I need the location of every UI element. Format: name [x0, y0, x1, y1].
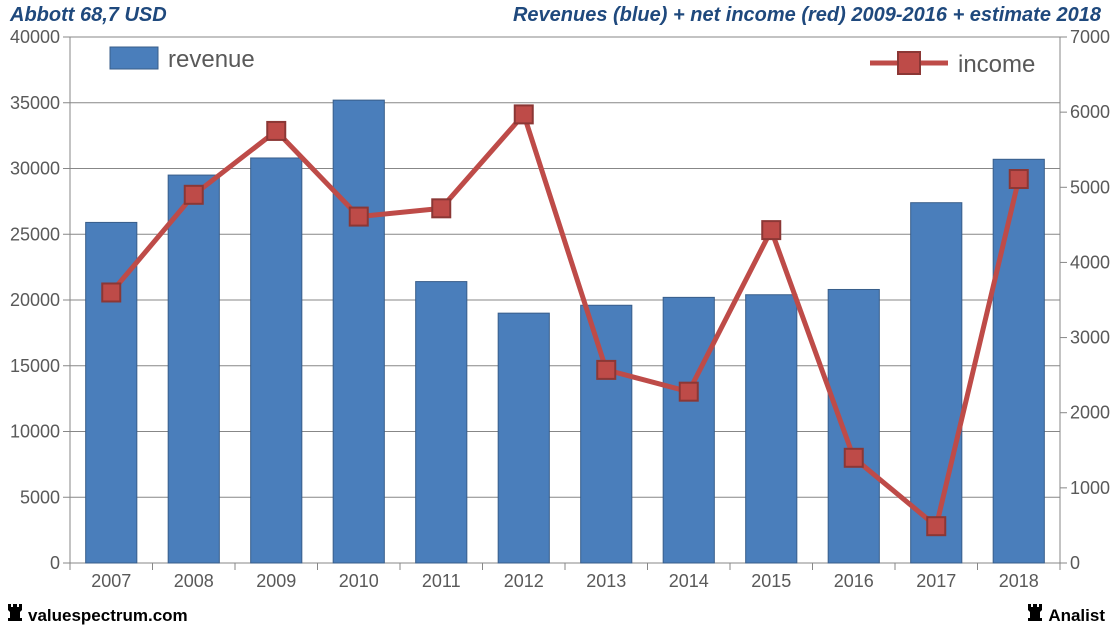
income-marker — [267, 122, 285, 140]
y-left-tick-label: 10000 — [10, 422, 60, 442]
y-right-tick-label: 1000 — [1070, 478, 1110, 498]
income-marker — [845, 449, 863, 467]
x-tick-label: 2014 — [669, 571, 709, 591]
income-marker — [597, 361, 615, 379]
y-left-tick-label: 25000 — [10, 224, 60, 244]
income-marker — [762, 221, 780, 239]
income-marker — [1010, 170, 1028, 188]
y-right-tick-label: 4000 — [1070, 252, 1110, 272]
revenue-bar — [746, 295, 797, 563]
revenue-bar — [993, 159, 1044, 563]
income-marker — [515, 105, 533, 123]
x-tick-label: 2007 — [91, 571, 131, 591]
legend-bar-swatch — [110, 47, 158, 69]
x-tick-label: 2008 — [174, 571, 214, 591]
y-right-tick-label: 3000 — [1070, 328, 1110, 348]
footer-right: Analist — [1026, 604, 1105, 626]
y-right-tick-label: 2000 — [1070, 403, 1110, 423]
revenue-bar — [251, 158, 302, 563]
title-right: Revenues (blue) + net income (red) 2009-… — [513, 4, 1101, 27]
rook-icon — [6, 604, 24, 624]
y-right-tick-label: 5000 — [1070, 177, 1110, 197]
income-marker — [350, 208, 368, 226]
x-tick-label: 2017 — [916, 571, 956, 591]
x-tick-label: 2015 — [751, 571, 791, 591]
y-right-tick-label: 7000 — [1070, 29, 1110, 47]
x-tick-label: 2018 — [999, 571, 1039, 591]
y-left-tick-label: 30000 — [10, 159, 60, 179]
revenue-bar — [581, 305, 632, 563]
y-right-tick-label: 6000 — [1070, 102, 1110, 122]
revenue-bar — [663, 297, 714, 563]
y-left-tick-label: 5000 — [20, 487, 60, 507]
y-right-tick-label: 0 — [1070, 553, 1080, 573]
chart-header: Abbott 68,7 USD Revenues (blue) + net in… — [0, 0, 1111, 29]
revenue-bar — [498, 313, 549, 563]
x-tick-label: 2013 — [586, 571, 626, 591]
y-left-tick-label: 40000 — [10, 29, 60, 47]
legend-bar-label: revenue — [168, 46, 255, 73]
chart-svg: 0500010000150002000025000300003500040000… — [0, 29, 1111, 604]
x-tick-label: 2009 — [256, 571, 296, 591]
rook-icon — [1026, 604, 1044, 624]
chart-container: Abbott 68,7 USD Revenues (blue) + net in… — [0, 0, 1111, 627]
income-marker — [102, 283, 120, 301]
y-left-tick-label: 20000 — [10, 290, 60, 310]
chart-footer: valuespectrum.com Analist — [0, 604, 1111, 628]
title-left: Abbott 68,7 USD — [10, 4, 167, 27]
x-tick-label: 2010 — [339, 571, 379, 591]
y-left-tick-label: 15000 — [10, 356, 60, 376]
income-marker — [680, 383, 698, 401]
legend-line-marker — [898, 52, 920, 74]
footer-left: valuespectrum.com — [6, 604, 188, 626]
revenue-bar — [416, 282, 467, 563]
income-marker — [432, 199, 450, 217]
revenue-bar — [333, 100, 384, 563]
x-tick-label: 2012 — [504, 571, 544, 591]
plot-area: 0500010000150002000025000300003500040000… — [0, 29, 1111, 604]
y-left-tick-label: 35000 — [10, 93, 60, 113]
footer-left-text: valuespectrum.com — [28, 606, 188, 625]
income-marker — [185, 186, 203, 204]
income-line — [111, 114, 1019, 526]
legend-line-label: income — [958, 51, 1035, 78]
y-left-tick-label: 0 — [50, 553, 60, 573]
revenue-bar — [828, 289, 879, 563]
income-marker — [927, 517, 945, 535]
footer-right-text: Analist — [1048, 606, 1105, 625]
revenue-bar — [168, 175, 219, 563]
x-tick-label: 2011 — [422, 571, 461, 591]
x-tick-label: 2016 — [834, 571, 874, 591]
